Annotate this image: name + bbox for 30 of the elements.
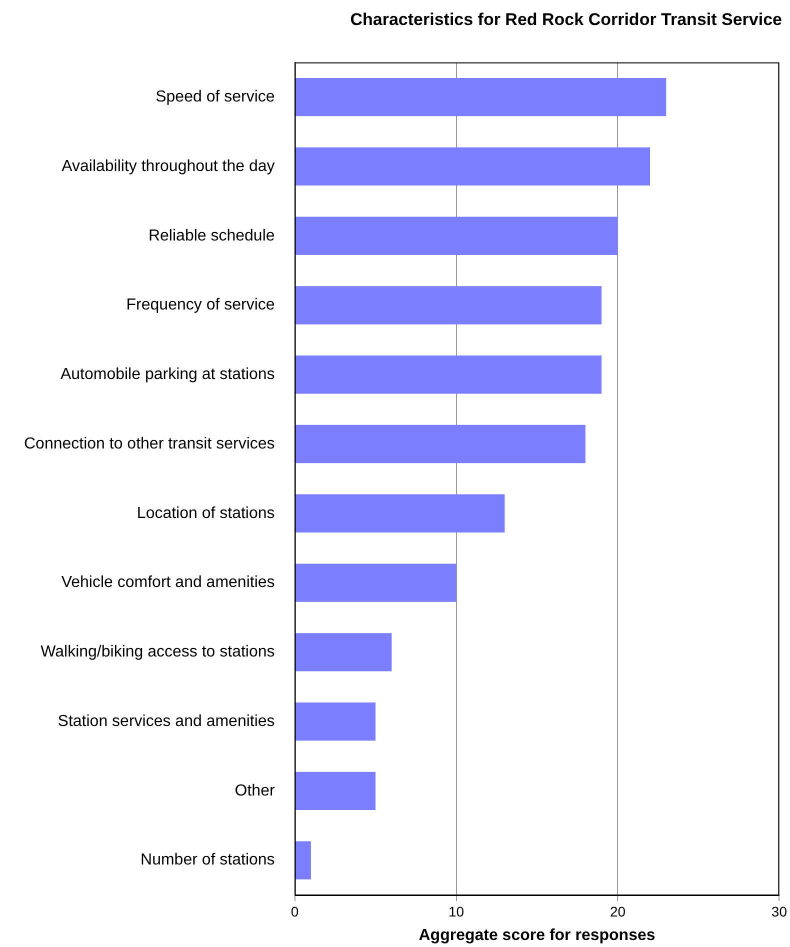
y-tick-label: Station services and amenities [58, 712, 275, 730]
bar [295, 633, 392, 672]
y-tick-label: Vehicle comfort and amenities [61, 574, 275, 592]
y-tick-label: Automobile parking at stations [60, 366, 275, 384]
bar [295, 564, 456, 602]
x-axis-title: Aggregate score for responses [418, 926, 656, 944]
y-tick-label: Reliable schedule [148, 227, 275, 244]
y-tick-label: Connection to other transit services [24, 435, 275, 452]
bar [295, 772, 376, 810]
bar [295, 424, 586, 464]
y-tick-label: Walking/biking access to stations [40, 644, 275, 661]
bar [295, 147, 650, 186]
chart-title: Characteristics for Red Rock Corridor Transit Service [350, 10, 782, 29]
bar [295, 216, 618, 255]
bar [295, 841, 311, 880]
bar [295, 356, 602, 394]
y-tick-label: Speed of service [156, 88, 275, 106]
x-tick-label: 20 [610, 903, 626, 920]
y-tick-label: Number of stations [140, 852, 275, 869]
x-tick-label: 0 [290, 903, 299, 920]
bar [295, 494, 505, 532]
bar [295, 286, 602, 324]
bar [295, 702, 376, 741]
x-tick-label: 30 [771, 903, 788, 920]
bar [295, 78, 666, 116]
y-tick-label: Other [234, 782, 276, 800]
y-tick-label: Location of stations [136, 504, 275, 522]
x-tick-label: 10 [448, 903, 464, 920]
y-tick-label: Frequency of service [126, 296, 275, 314]
y-tick-label: Availability throughout the day [62, 158, 275, 175]
